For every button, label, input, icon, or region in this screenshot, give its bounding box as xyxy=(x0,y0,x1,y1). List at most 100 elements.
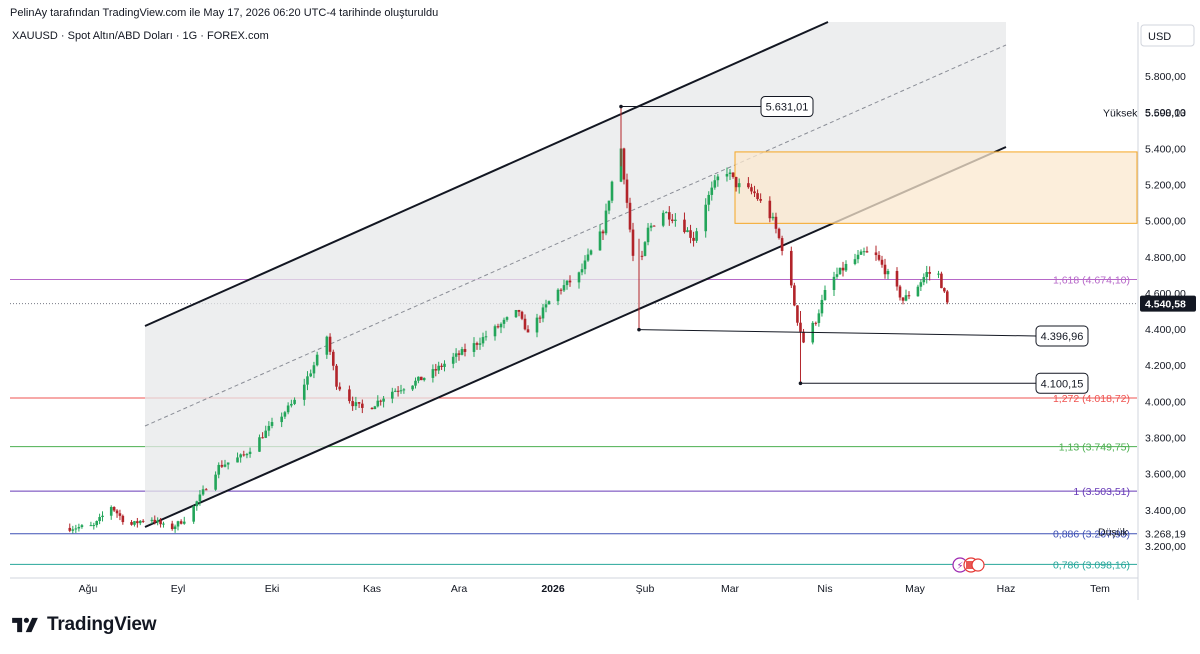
price-tick-label: 4.000,00 xyxy=(1145,396,1186,408)
candle-body xyxy=(898,286,902,298)
annotation-label: 5.631,01 xyxy=(766,102,809,114)
candle-body xyxy=(789,250,793,286)
candle-body xyxy=(505,317,509,320)
candle-body xyxy=(604,210,608,234)
tradingview-brand[interactable]: TradingView xyxy=(10,612,157,638)
fib-level-label: 0,886 (3.267,93) xyxy=(1053,529,1130,541)
time-tick-label: 2026 xyxy=(541,583,565,595)
candle-body xyxy=(907,295,911,297)
candle-body xyxy=(565,280,569,286)
candle-body xyxy=(437,365,440,371)
candle-body xyxy=(434,369,438,371)
candle-body xyxy=(242,454,246,456)
candle-body xyxy=(74,528,78,530)
candle-body xyxy=(859,251,863,255)
candle-body xyxy=(601,231,605,234)
time-tick-label: Mar xyxy=(721,583,740,595)
candle-body xyxy=(357,402,361,404)
candle-body xyxy=(379,400,382,402)
candle-body xyxy=(877,255,881,260)
candle-body xyxy=(631,229,635,256)
candle-body xyxy=(170,523,174,530)
candle-body xyxy=(580,269,584,273)
price-tick-label: 3.400,00 xyxy=(1145,505,1186,517)
candle-body xyxy=(823,289,827,300)
candle-body xyxy=(583,260,587,270)
candle-body xyxy=(838,267,842,275)
candle-body xyxy=(835,274,839,277)
candle-body xyxy=(853,259,857,264)
time-tick-label: Eyl xyxy=(171,583,186,595)
candle-body xyxy=(226,462,230,465)
candle-body xyxy=(192,506,195,522)
candle-body xyxy=(248,451,252,455)
candle-body xyxy=(671,219,674,221)
candle-body xyxy=(940,273,943,289)
candle-body xyxy=(664,212,668,214)
candle-body xyxy=(141,520,145,522)
candle-body xyxy=(98,517,101,522)
candle-body xyxy=(463,349,467,352)
upper-trendline[interactable] xyxy=(144,21,829,327)
annotation-box[interactable] xyxy=(1035,325,1089,347)
time-tick-label: Kas xyxy=(363,583,381,595)
candle-body xyxy=(283,412,287,417)
candle-body xyxy=(589,250,593,255)
candle-body xyxy=(710,187,714,195)
candle-body xyxy=(793,285,796,306)
candle-body xyxy=(568,280,572,283)
candle-body xyxy=(159,520,162,525)
candle-body xyxy=(118,513,122,516)
fib-level-label: 1,13 (3.749,75) xyxy=(1059,442,1130,454)
candle-body xyxy=(261,437,264,439)
candle-body xyxy=(759,199,762,201)
candle-body xyxy=(457,353,461,355)
annotation-box[interactable] xyxy=(760,96,814,118)
price-tick-label: 3.600,00 xyxy=(1145,469,1186,481)
candle-body xyxy=(95,521,99,526)
candle-body xyxy=(541,307,545,319)
candle-body xyxy=(689,230,692,238)
candle-body xyxy=(280,416,283,423)
candle-body xyxy=(774,216,778,229)
annotation-box[interactable] xyxy=(1035,372,1089,394)
candle-body xyxy=(841,267,845,271)
chart-credit: PelinAy tarafından TradingView.com ile M… xyxy=(10,7,439,19)
candle-body xyxy=(820,299,824,314)
candle-body xyxy=(290,403,293,406)
candle-body xyxy=(734,176,738,188)
candle-body xyxy=(895,270,899,287)
candle-body xyxy=(460,349,464,355)
candle-body xyxy=(640,255,644,257)
event-icon[interactable] xyxy=(971,558,985,572)
candle-body xyxy=(391,391,394,399)
lightning-event-glyph: ⚡ xyxy=(956,561,963,572)
currency-button[interactable] xyxy=(1140,24,1195,47)
candle-body xyxy=(335,365,338,387)
candle-body xyxy=(713,180,717,188)
candle-body xyxy=(484,336,488,338)
candle-body xyxy=(796,305,799,323)
candle-body xyxy=(652,225,656,227)
candle-body xyxy=(856,254,860,260)
last-price-value: 4.540,58 xyxy=(1145,299,1186,311)
candle-body xyxy=(77,526,81,529)
candle-body xyxy=(236,457,239,463)
candle-body xyxy=(667,212,671,220)
candle-body xyxy=(716,176,720,181)
time-tick-label: Eki xyxy=(265,583,280,595)
time-tick-label: Ara xyxy=(451,583,468,595)
candle-body xyxy=(692,237,695,241)
supply-zone[interactable] xyxy=(734,151,1138,224)
candle-body xyxy=(937,273,940,275)
candle-body xyxy=(731,172,735,177)
candle-body xyxy=(777,228,781,239)
candle-body xyxy=(661,212,665,226)
candle-body xyxy=(115,510,119,514)
candle-body xyxy=(348,389,351,402)
fib-level-label: 1 (3.503,51) xyxy=(1073,486,1130,498)
candle-body xyxy=(325,336,329,355)
candle-body xyxy=(376,400,380,407)
